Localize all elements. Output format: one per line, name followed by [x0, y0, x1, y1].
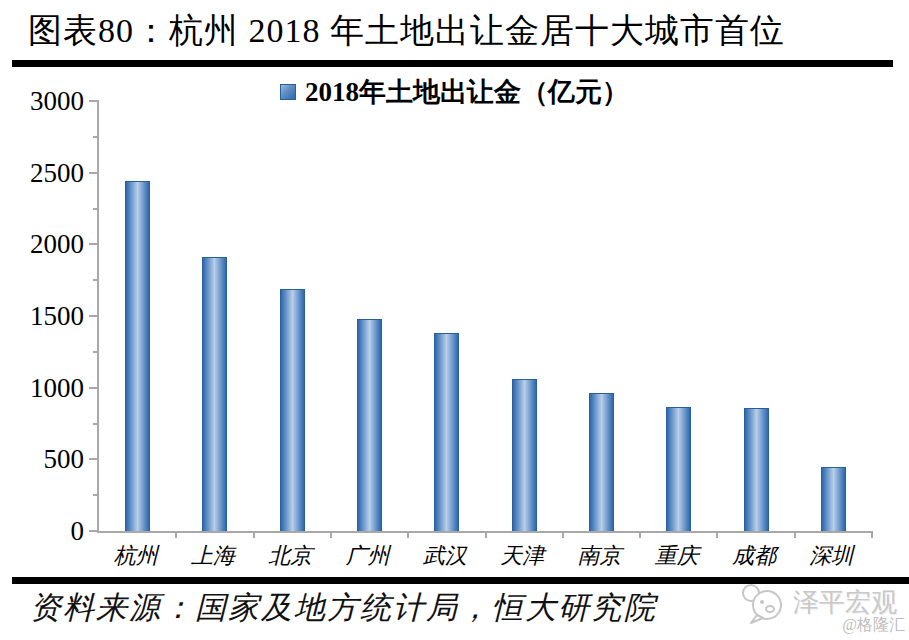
- x-axis-category-label: 深圳: [809, 543, 853, 569]
- bar-天津: [512, 379, 537, 531]
- bar-上海: [202, 257, 227, 531]
- y-axis-tick: [93, 136, 99, 138]
- title-divider-rule: [12, 60, 893, 67]
- watermark: 泽平宏观 @格隆汇: [737, 577, 907, 637]
- y-axis-tick: [89, 243, 99, 245]
- x-axis-category-label: 上海: [191, 543, 235, 569]
- y-axis-tick-label: 500: [44, 446, 85, 473]
- bar-成都: [744, 408, 769, 531]
- y-axis-labels: 050010001500200025003000: [0, 101, 84, 531]
- y-axis-tick-label: 2000: [30, 231, 84, 258]
- y-axis-tick: [89, 315, 99, 317]
- x-axis-category-label: 南京: [577, 543, 621, 569]
- y-axis-tick-label: 1500: [30, 303, 84, 330]
- y-axis-tick: [93, 279, 99, 281]
- x-axis-tick: [407, 531, 409, 538]
- plot-area: [97, 101, 872, 533]
- y-axis-tick: [93, 423, 99, 425]
- x-axis-tick: [716, 531, 718, 538]
- x-axis-tick: [639, 531, 641, 538]
- bar-南京: [589, 393, 614, 531]
- figure-page: 图表80：杭州 2018 年土地出让金居十大城市首位 2018年土地出让金（亿元…: [0, 0, 909, 640]
- y-axis-tick: [93, 208, 99, 210]
- y-axis-tick: [89, 458, 99, 460]
- y-axis-tick: [93, 351, 99, 353]
- x-axis-tick: [562, 531, 564, 538]
- bar-广州: [357, 319, 382, 531]
- x-axis-labels: 杭州 上海 北京 广州 武汉 天津 南京 重庆 成都 深圳: [97, 543, 870, 575]
- y-axis-tick: [89, 530, 99, 532]
- y-axis-tick-label: 0: [71, 518, 85, 545]
- x-axis-category-label: 北京: [268, 543, 312, 569]
- y-axis-tick: [89, 387, 99, 389]
- x-axis-tick: [485, 531, 487, 538]
- y-axis-tick-label: 2500: [30, 159, 84, 186]
- bar-杭州: [125, 181, 150, 531]
- x-axis-category-label: 广州: [346, 543, 390, 569]
- y-axis-tick: [89, 100, 99, 102]
- x-axis-tick: [794, 531, 796, 538]
- y-axis-tick: [93, 494, 99, 496]
- data-source-text: 资料来源：国家及地方统计局，恒大研究院: [30, 587, 657, 629]
- x-axis-category-label: 天津: [500, 543, 544, 569]
- y-axis-tick-label: 3000: [30, 88, 84, 115]
- chart-title: 图表80：杭州 2018 年土地出让金居十大城市首位: [28, 8, 785, 54]
- x-axis-category-label: 重庆: [655, 543, 699, 569]
- legend-swatch-icon: [280, 84, 296, 100]
- x-axis-category-label: 杭州: [114, 543, 158, 569]
- x-axis-category-label: 成都: [732, 543, 776, 569]
- y-axis-tick-label: 1000: [30, 374, 84, 401]
- x-axis-tick: [330, 531, 332, 538]
- bar-重庆: [666, 407, 691, 531]
- x-axis-tick: [175, 531, 177, 538]
- y-axis-tick: [89, 172, 99, 174]
- bar-武汉: [434, 333, 459, 531]
- x-axis-tick: [871, 531, 873, 538]
- bar-深圳: [821, 467, 846, 532]
- x-axis-tick: [253, 531, 255, 538]
- watermark-handle: @格隆汇: [842, 615, 905, 636]
- x-axis-category-label: 武汉: [423, 543, 467, 569]
- zeping-macro-logo-icon: [737, 581, 789, 629]
- bar-北京: [280, 289, 305, 531]
